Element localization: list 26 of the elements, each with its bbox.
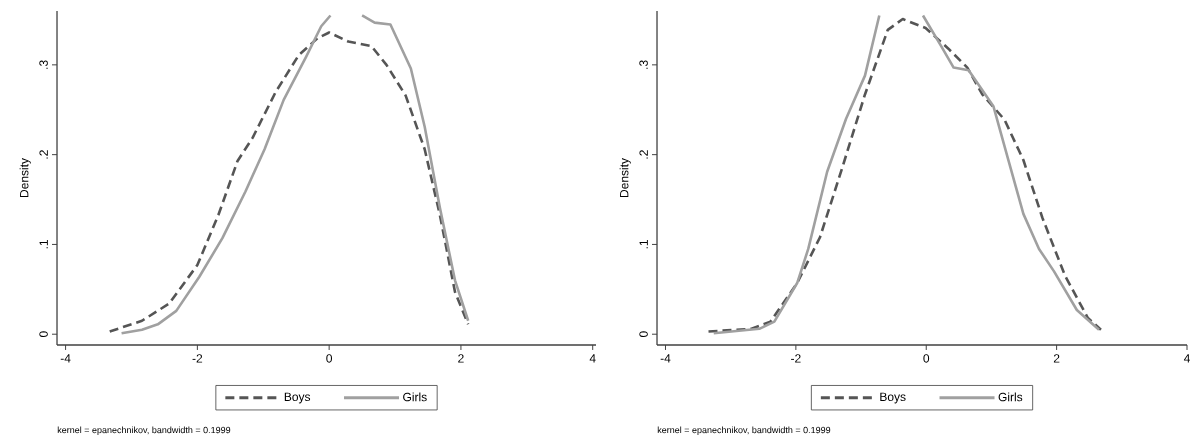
text: kernel = epanechnikov, bandwidth = 0.1999: [657, 426, 831, 435]
legend-label: Boys: [880, 392, 906, 404]
x-tick-label: -2: [192, 354, 203, 363]
y-tick-label: .2: [39, 150, 48, 159]
y-tick-label: .3: [639, 60, 648, 69]
legend-label: Girls: [403, 392, 427, 402]
x-tick-label: 4: [589, 354, 596, 363]
y-tick-label: .1: [639, 240, 648, 249]
y-tick-label: .3: [39, 60, 48, 69]
x-tick-label: 4: [1183, 354, 1190, 363]
x-tick-label: -4: [660, 354, 671, 363]
x-tick-label: -2: [791, 354, 801, 363]
x-tick-label: -4: [60, 354, 71, 363]
y-tick-label: 0: [39, 331, 48, 338]
legend-label: Boys: [284, 392, 311, 404]
y-tick-label: .2: [639, 150, 648, 159]
x-tick-label: 2: [1053, 354, 1060, 363]
y-axis-title: Density: [19, 158, 31, 198]
y-tick-label: 0: [639, 331, 648, 338]
x-tick-label: 0: [923, 354, 930, 363]
x-tick-label: 0: [326, 354, 333, 363]
text: kernel = epanechnikov, bandwidth = 0.1999: [57, 426, 231, 435]
x-tick-label: 2: [458, 354, 464, 363]
legend-label: Girls: [998, 392, 1023, 402]
y-axis-title: Density: [619, 158, 631, 198]
y-tick-label: .1: [39, 240, 48, 249]
